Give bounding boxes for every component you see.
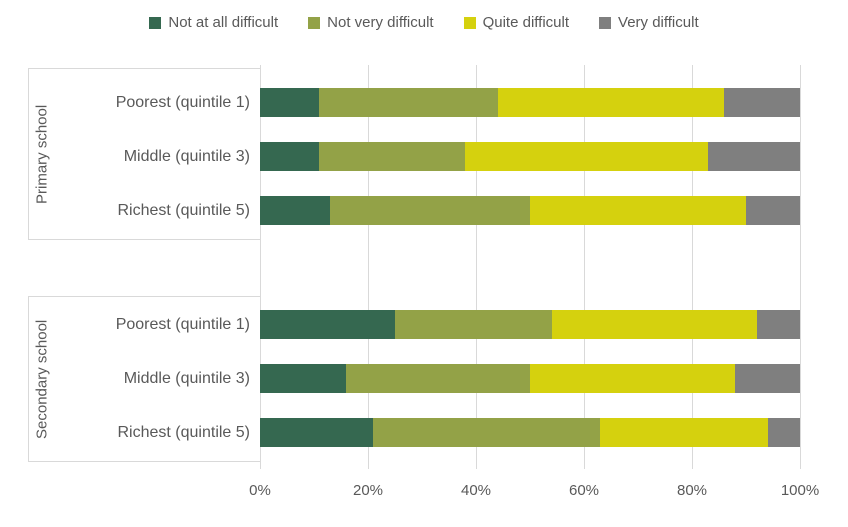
- bar-segment-not-at-all: [260, 418, 374, 447]
- bar-segment-not-very: [319, 142, 466, 171]
- legend-label: Quite difficult: [482, 14, 570, 31]
- x-tick-label: 20%: [352, 482, 384, 499]
- legend-item-not-very-difficult: Not very difficult: [308, 14, 434, 31]
- bar-segment-quite: [600, 418, 768, 447]
- gridline-60: [584, 65, 585, 461]
- legend-item-not-at-all-difficult: Not at all difficult: [149, 14, 278, 31]
- bar-primary-middle: [260, 142, 800, 171]
- category-label: Middle (quintile 3): [123, 370, 250, 387]
- chart-legend: Not at all difficult Not very difficult …: [0, 14, 848, 31]
- gridline-20: [368, 65, 369, 461]
- bar-segment-very: [756, 310, 800, 339]
- group-box-secondary-school: Secondary school: [28, 296, 260, 462]
- gridline-100: [800, 65, 801, 461]
- axis-tick: [368, 461, 369, 469]
- bar-segment-very: [735, 364, 800, 393]
- bar-segment-very: [745, 196, 800, 225]
- axis-tick: [260, 461, 261, 469]
- bar-segment-very: [724, 88, 800, 117]
- bar-segment-not-very: [330, 196, 530, 225]
- gridline-80: [692, 65, 693, 461]
- bar-segment-not-very: [373, 418, 601, 447]
- bar-primary-poorest: [260, 88, 800, 117]
- bar-segment-not-very: [346, 364, 530, 393]
- legend-item-quite-difficult: Quite difficult: [463, 14, 570, 31]
- bar-segment-quite: [529, 364, 736, 393]
- legend-swatch-icon: [463, 16, 476, 29]
- category-label: Richest (quintile 5): [117, 202, 251, 219]
- bar-segment-quite: [465, 142, 709, 171]
- category-label: Poorest (quintile 1): [115, 316, 250, 333]
- legend-label: Not very difficult: [327, 14, 434, 31]
- axis-tick: [584, 461, 585, 469]
- bar-secondary-poorest: [260, 310, 800, 339]
- bar-segment-quite: [497, 88, 725, 117]
- category-label: Middle (quintile 3): [123, 148, 250, 165]
- axis-tick: [476, 461, 477, 469]
- x-tick-label: 80%: [676, 482, 708, 499]
- axis-tick: [800, 461, 801, 469]
- bar-segment-very: [767, 418, 800, 447]
- x-tick-label: 100%: [780, 482, 820, 499]
- bar-primary-richest: [260, 196, 800, 225]
- bar-secondary-richest: [260, 418, 800, 447]
- gridline-40: [476, 65, 477, 461]
- bar-segment-very: [708, 142, 800, 171]
- category-label: Poorest (quintile 1): [115, 94, 250, 111]
- bar-segment-quite: [551, 310, 757, 339]
- plot-area: [260, 65, 801, 469]
- bar-segment-not-at-all: [260, 364, 347, 393]
- legend-swatch-icon: [599, 16, 612, 29]
- x-tick-label: 40%: [460, 482, 492, 499]
- bar-segment-quite: [529, 196, 746, 225]
- x-axis: 0% 20% 40% 60% 80% 100%: [249, 482, 819, 504]
- bar-segment-not-at-all: [260, 88, 320, 117]
- bar-segment-not-very: [395, 310, 552, 339]
- bar-segment-not-at-all: [260, 142, 320, 171]
- bar-segment-not-at-all: [260, 310, 395, 339]
- bar-secondary-middle: [260, 364, 800, 393]
- axis-tick: [692, 461, 693, 469]
- category-axis-labels: Poorest (quintile 1) Middle (quintile 3)…: [0, 65, 250, 461]
- x-tick-label: 60%: [568, 482, 600, 499]
- legend-label: Very difficult: [618, 14, 699, 31]
- x-tick-label: 0%: [249, 482, 271, 499]
- legend-label: Not at all difficult: [168, 14, 279, 31]
- group-box-primary-school: Primary school: [28, 68, 260, 240]
- legend-swatch-icon: [149, 16, 162, 29]
- bar-segment-not-at-all: [260, 196, 331, 225]
- legend-swatch-icon: [308, 16, 321, 29]
- legend-item-very-difficult: Very difficult: [599, 14, 699, 31]
- bar-segment-not-very: [319, 88, 498, 117]
- gridline-0: [260, 65, 261, 461]
- category-label: Richest (quintile 5): [117, 424, 251, 441]
